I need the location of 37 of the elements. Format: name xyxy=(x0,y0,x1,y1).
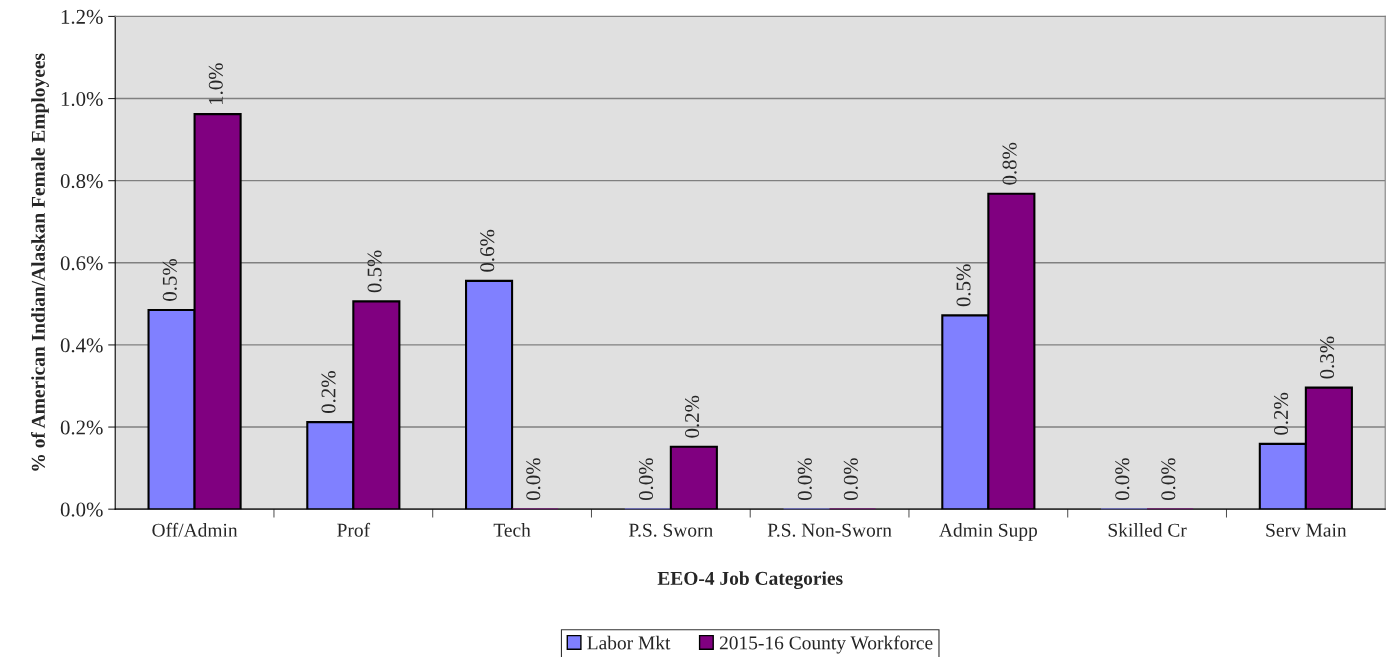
y-tick-label: 0.6% xyxy=(60,256,103,271)
x-tick-label: Off/Admin xyxy=(152,522,238,537)
data-label: 0.0% xyxy=(526,458,541,501)
y-tick-label: 1.0% xyxy=(61,91,103,107)
data-label: 0.5% xyxy=(367,250,382,293)
data-label: 0.8% xyxy=(1002,142,1017,185)
legend-label: Labor Mkt xyxy=(587,635,671,650)
bar xyxy=(465,279,514,510)
x-tick-label: Admin Supp xyxy=(939,523,1038,541)
data-label: 0.0% xyxy=(843,458,858,501)
y-tick-label: 0.8% xyxy=(60,174,103,189)
data-label: 0.2% xyxy=(1273,392,1289,435)
bar xyxy=(669,445,718,510)
data-label: 0.2% xyxy=(685,395,700,438)
data-label: 0.0% xyxy=(797,458,812,501)
data-label: 0.0% xyxy=(1115,458,1130,501)
data-label: 0.6% xyxy=(480,229,495,272)
y-tick-label: 0.0% xyxy=(60,502,103,517)
y-tick-label: 1.2% xyxy=(61,9,103,24)
y-tick-label: 0.4% xyxy=(60,338,103,353)
data-label: 1.0% xyxy=(208,63,223,104)
x-tick-label: Serv Main xyxy=(1266,523,1347,537)
x-tick-label: Skilled Cr xyxy=(1108,523,1187,537)
x-axis-title: EEO-4 Job Categories xyxy=(657,571,843,590)
x-tick-label: Prof xyxy=(337,522,371,537)
x-tick-label: Tech xyxy=(493,523,531,537)
x-tick-label: P.S. Sworn xyxy=(628,523,713,537)
data-label: 0.0% xyxy=(1161,458,1176,501)
data-label: 0.2% xyxy=(321,371,336,413)
data-label: 0.5% xyxy=(956,264,971,307)
x-tick-label: P.S. Non-Sworn xyxy=(767,523,892,537)
y-tick-label: 0.2% xyxy=(60,420,103,435)
legend-label: 2015-16 County Workforce xyxy=(719,635,933,654)
data-label: 0.3% xyxy=(1320,336,1335,379)
y-axis-title: % of American Indian/Alaskan Female Employees xyxy=(31,53,49,471)
data-label: 0.5% xyxy=(162,259,177,301)
data-label: 0.0% xyxy=(638,458,654,501)
